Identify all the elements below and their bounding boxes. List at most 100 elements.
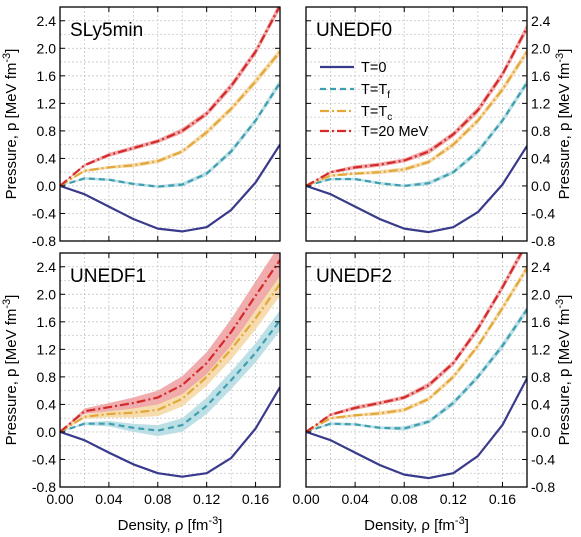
panel-sly5min: -0.8 -0.4 0.0 0.4 0.8 1.2 1.6 2.0 2.4 Pressure, p… [1, 6, 281, 249]
x-tick-label: 0.00 [46, 491, 73, 507]
series-line [60, 319, 280, 433]
grid [60, 253, 280, 487]
tick-marks [305, 7, 527, 242]
plot-frame [59, 6, 281, 242]
x-tick-label: 0.16 [489, 491, 516, 507]
series-line [306, 308, 527, 433]
series-line [306, 145, 527, 234]
y-tick-label: 0.0 [37, 424, 57, 440]
legend-label: T=Tf [361, 82, 390, 101]
x-tick-label: 0.08 [144, 491, 171, 507]
x-tick-label: 0.12 [440, 491, 467, 507]
y-tick-label: 0.0 [531, 178, 551, 194]
y-tick-label: 2.0 [37, 286, 57, 302]
series-line [306, 82, 527, 187]
uncertainty-band [60, 253, 280, 432]
tick-marks [59, 7, 280, 242]
y-tick-label: 2.4 [531, 259, 551, 275]
y-tick-label: 2.0 [37, 40, 57, 56]
x-tick-label: 0.08 [391, 491, 418, 507]
y-tick-label: 1.6 [37, 68, 57, 84]
plot-frame [59, 252, 281, 488]
y-axis-label: Pressure, p [MeV fm-3] [1, 49, 20, 200]
legend-label: T=0 [361, 60, 386, 76]
series-line [306, 51, 527, 187]
x-tick-label: 0.04 [95, 491, 122, 507]
series-line [60, 283, 280, 433]
panel-title: SLy5min [70, 20, 143, 41]
plot-frame [305, 6, 528, 242]
y-tick-label: 0.4 [37, 150, 57, 166]
x-tick-label: 0.00 [292, 491, 319, 507]
panel-title: UNEDF1 [70, 266, 146, 287]
y-tick-label: 2.0 [531, 40, 551, 56]
plot-area [60, 253, 280, 478]
y-tick-label: 0.4 [531, 396, 551, 412]
series-line [306, 27, 527, 187]
series-line [60, 82, 280, 188]
y-tick-label: -0.4 [531, 451, 555, 467]
y-tick-label: 1.6 [37, 314, 57, 330]
series-line [306, 377, 527, 480]
y-tick-label: 1.2 [37, 95, 57, 111]
y-tick-label: 2.4 [37, 259, 57, 275]
panel-title: UNEDF0 [316, 20, 392, 41]
y-tick-label: 1.2 [37, 341, 57, 357]
y-tick-label: 1.6 [531, 314, 551, 330]
y-tick-label: -0.8 [531, 233, 555, 249]
y-tick-label: 2.0 [531, 286, 551, 302]
y-tick-label: 2.4 [531, 13, 551, 29]
grid [306, 253, 527, 487]
series-line [60, 259, 280, 433]
panel-title: UNEDF2 [316, 266, 392, 287]
panel-unedf2: -0.8 -0.4 0.0 0.4 0.8 1.2 1.6 2.0 2.4 0.00 0.04 0.0… [292, 252, 573, 534]
legend-label: T=20 MeV [361, 124, 429, 140]
y-tick-label: 0.8 [37, 369, 57, 385]
tick-marks [305, 253, 527, 488]
x-tick-label: 0.16 [242, 491, 269, 507]
y-axis-label: Pressure, p [MeV fm-3] [554, 295, 573, 446]
y-tick-label: -0.4 [32, 205, 56, 221]
series-line [60, 144, 280, 233]
uncertainty-band [60, 7, 280, 186]
y-tick-label: 0.8 [37, 123, 57, 139]
plot-area [306, 253, 527, 480]
y-tick-label: 0.8 [531, 123, 551, 139]
x-axis-label: Density, ρ [fm-3] [118, 515, 223, 534]
plot-area [306, 23, 527, 234]
tick-marks [59, 253, 280, 488]
uncertainty-band [306, 48, 527, 186]
plot-area [60, 7, 280, 233]
y-tick-label: -0.4 [32, 451, 56, 467]
uncertainty-band [306, 264, 527, 432]
y-tick-label: 1.6 [531, 68, 551, 84]
series-line [60, 51, 280, 187]
y-tick-label: 0.0 [37, 178, 57, 194]
y-axis-label: Pressure, p [MeV fm-3] [554, 49, 573, 200]
y-tick-label: 0.4 [37, 396, 57, 412]
uncertainty-band [306, 23, 527, 186]
y-tick-label: 1.2 [531, 95, 551, 111]
plot-frame [305, 252, 528, 488]
grid [60, 7, 280, 241]
y-tick-label: -0.8 [32, 479, 56, 495]
legend-label: T=Tc [361, 104, 392, 123]
y-tick-label: 0.8 [531, 369, 551, 385]
x-tick-label: 0.04 [341, 491, 368, 507]
series-line [306, 267, 527, 433]
y-tick-label: -0.8 [32, 233, 56, 249]
grid [306, 7, 527, 241]
y-tick-label: 0.0 [531, 424, 551, 440]
y-tick-label: -0.4 [531, 205, 555, 221]
x-axis-label: Density, ρ [fm-3] [364, 515, 469, 534]
uncertainty-band [60, 272, 280, 432]
series-line [60, 386, 280, 478]
y-tick-label: 2.4 [37, 13, 57, 29]
series-line [306, 253, 523, 433]
panel-unedf1: -0.8 -0.4 0.0 0.4 0.8 1.2 1.6 2.0 2.4 0.00 0.04 0.0… [1, 252, 281, 534]
y-tick-label: 1.2 [531, 341, 551, 357]
x-tick-label: 0.12 [193, 491, 220, 507]
y-tick-label: 0.4 [531, 150, 551, 166]
y-axis-label: Pressure, p [MeV fm-3] [1, 295, 20, 446]
